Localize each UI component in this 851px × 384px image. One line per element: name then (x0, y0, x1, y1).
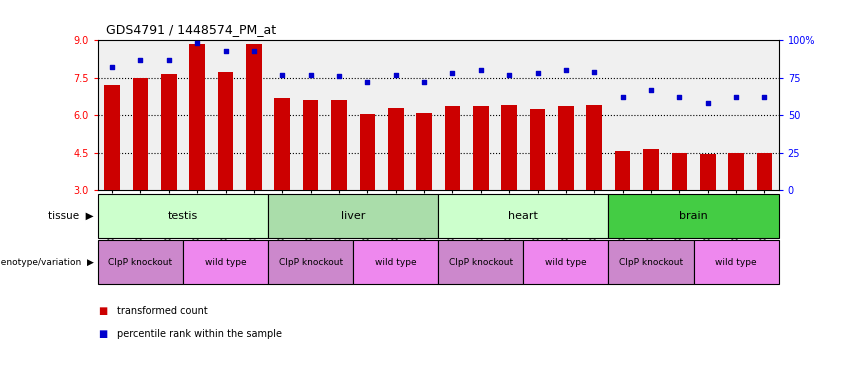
Point (389, 72, 403, 78)
Text: GDS4791 / 1448574_PM_at: GDS4791 / 1448574_PM_at (106, 23, 277, 36)
Bar (268, 240, 353, 284)
Bar (183, 240, 268, 284)
Point (559, 67, 573, 73)
Text: ■: ■ (98, 329, 107, 339)
Bar (388, 108, 403, 190)
Bar (331, 100, 347, 190)
Bar (529, 109, 545, 190)
Bar (98, 240, 183, 284)
Point (474, 67, 488, 73)
Point (644, 87, 658, 93)
Text: ■: ■ (98, 306, 107, 316)
Text: transformed count: transformed count (117, 306, 208, 316)
Bar (105, 85, 120, 190)
Point (587, 69, 601, 75)
Bar (274, 98, 290, 190)
Bar (694, 240, 779, 284)
Text: tissue  ▶: tissue ▶ (48, 211, 94, 221)
Point (701, 100, 715, 106)
Text: wild type: wild type (716, 258, 757, 266)
Text: brain: brain (679, 211, 708, 221)
Bar (700, 154, 716, 190)
Bar (438, 240, 523, 284)
Bar (445, 106, 460, 190)
Point (134, 57, 147, 63)
Point (757, 94, 771, 100)
Point (332, 73, 346, 79)
Point (219, 48, 232, 54)
Bar (190, 44, 205, 190)
Bar (614, 151, 631, 190)
Bar (586, 105, 603, 190)
Text: ClpP knockout: ClpP knockout (278, 258, 343, 266)
Bar (416, 113, 432, 190)
Text: liver: liver (341, 211, 365, 221)
Bar (523, 240, 608, 284)
Text: ClpP knockout: ClpP knockout (448, 258, 513, 266)
Bar (643, 149, 659, 190)
Text: wild type: wild type (545, 258, 586, 266)
Point (531, 70, 545, 76)
Bar (359, 114, 375, 190)
Point (304, 72, 317, 78)
Bar (246, 44, 262, 190)
Bar (438, 194, 608, 238)
Bar (161, 74, 177, 190)
Text: ClpP knockout: ClpP knockout (619, 258, 683, 266)
Point (672, 94, 686, 100)
Text: percentile rank within the sample: percentile rank within the sample (117, 329, 282, 339)
Point (276, 72, 289, 78)
Bar (608, 240, 694, 284)
Point (729, 94, 743, 100)
Point (106, 64, 119, 70)
Bar (671, 152, 688, 190)
Bar (501, 105, 517, 190)
Point (446, 70, 460, 76)
Bar (757, 152, 773, 190)
Text: heart: heart (508, 211, 539, 221)
Text: wild type: wild type (375, 258, 416, 266)
Bar (608, 194, 779, 238)
Text: wild type: wild type (205, 258, 246, 266)
Bar (728, 152, 744, 190)
Point (162, 57, 175, 63)
Bar (353, 240, 438, 284)
Bar (98, 194, 268, 238)
Bar (268, 194, 438, 238)
Point (616, 94, 630, 100)
Bar (473, 106, 488, 190)
Text: testis: testis (168, 211, 198, 221)
Point (502, 72, 516, 78)
Point (191, 40, 204, 46)
Point (247, 48, 260, 54)
Point (417, 79, 431, 85)
Text: ClpP knockout: ClpP knockout (108, 258, 173, 266)
Bar (133, 78, 148, 190)
Bar (303, 100, 318, 190)
Text: genotype/variation  ▶: genotype/variation ▶ (0, 258, 94, 266)
Bar (558, 106, 574, 190)
Point (361, 79, 374, 85)
Bar (218, 71, 233, 190)
